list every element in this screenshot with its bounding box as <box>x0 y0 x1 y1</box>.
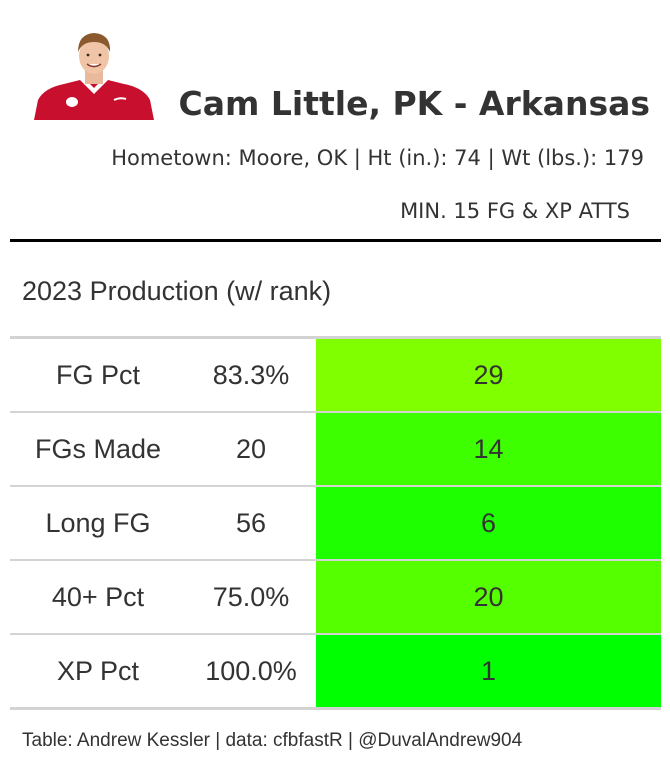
stat-value: 75.0% <box>212 582 290 612</box>
stat-rank: 20 <box>316 561 661 633</box>
stat-name: FGs Made <box>34 434 162 464</box>
player-name: Cam Little, PK - Arkansas <box>178 84 650 123</box>
stat-name: FG Pct <box>55 360 140 390</box>
stat-name: XP Pct <box>56 656 140 686</box>
stat-rank: 14 <box>316 413 661 485</box>
stat-rank: 6 <box>316 487 661 559</box>
header-divider <box>10 239 661 242</box>
header: Cam Little, PK - Arkansas Hometown: Moor… <box>0 0 670 240</box>
qualifier-note: MIN. 15 FG & XP ATTS <box>400 199 630 223</box>
table-row: FGs Made 20 14 <box>10 411 661 485</box>
table-row: FG Pct 83.3% 29 <box>10 339 661 411</box>
player-headshot-icon <box>34 33 154 120</box>
table-row: Long FG 56 6 <box>10 485 661 559</box>
section-title: 2023 Production (w/ rank) <box>22 276 332 306</box>
stats-table: FG Pct 83.3% 29 FGs Made 20 14 Long FG 5… <box>10 336 661 710</box>
source-credit: Table: Andrew Kessler | data: cfbfastR |… <box>22 730 523 751</box>
stat-rank: 29 <box>316 339 661 411</box>
stat-value: 100.0% <box>205 656 297 686</box>
stat-value: 83.3% <box>212 360 290 390</box>
stat-rank: 1 <box>316 635 661 707</box>
player-bio: Hometown: Moore, OK | Ht (in.): 74 | Wt … <box>111 146 644 170</box>
stat-name: 40+ Pct <box>51 582 145 612</box>
table-row: XP Pct 100.0% 1 <box>10 633 661 707</box>
stat-value: 20 <box>235 434 267 464</box>
table-row: 40+ Pct 75.0% 20 <box>10 559 661 633</box>
stat-value: 56 <box>235 508 267 538</box>
stat-name: Long FG <box>45 508 151 538</box>
